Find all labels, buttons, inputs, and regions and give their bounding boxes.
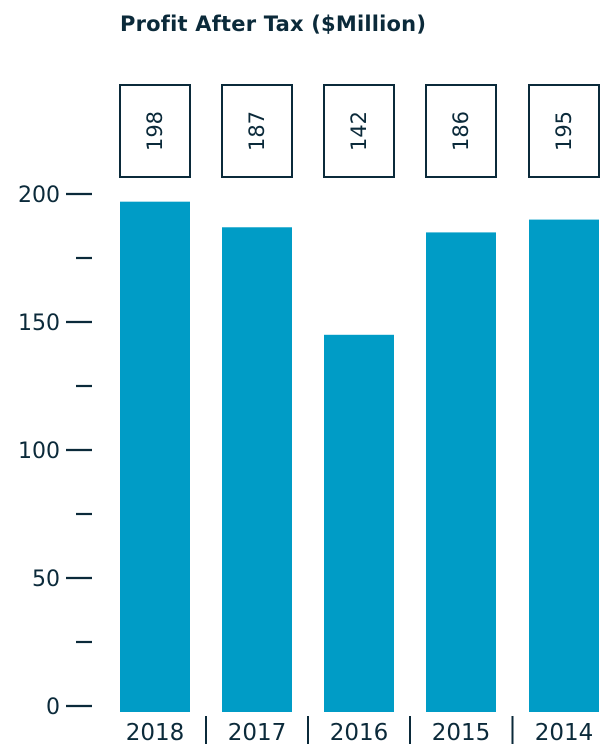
y-tick-label-150: 150	[18, 311, 60, 336]
value-box-2014	[528, 84, 600, 178]
value-label-2018: 198	[143, 111, 167, 151]
bars	[120, 201, 599, 712]
y-tick-label-50: 50	[32, 567, 60, 592]
y-tick-label-0: 0	[46, 695, 60, 720]
x-tick-label-2018: 2018	[126, 720, 185, 746]
bar-2016	[324, 334, 394, 712]
x-tick-label-2016: 2016	[330, 720, 389, 746]
value-label-2017: 187	[245, 111, 269, 151]
bar-2014	[529, 219, 599, 712]
y-axis: 0 50 100 150 200	[18, 183, 92, 720]
value-label-2015: 186	[449, 111, 473, 151]
y-tick-label-100: 100	[18, 439, 60, 464]
value-box-2018	[119, 84, 191, 178]
y-tick-label-200: 200	[18, 183, 60, 208]
x-tick-label-2017: 2017	[228, 720, 287, 746]
value-label-2014: 195	[552, 111, 576, 151]
bar-2017	[222, 227, 292, 712]
x-tick-label-2014: 2014	[535, 720, 594, 746]
value-label-2016: 142	[347, 111, 371, 151]
x-axis: 2018 2017 2016 2015 2014	[126, 716, 594, 746]
value-box-2016	[323, 84, 395, 178]
value-boxes: 198 187 142 186 195	[119, 84, 600, 178]
bar-2018	[120, 201, 190, 712]
chart-title: Profit After Tax ($Million)	[120, 12, 427, 36]
value-box-2017	[221, 84, 293, 178]
x-tick-label-2015: 2015	[432, 720, 491, 746]
bar-2015	[426, 232, 496, 712]
value-box-2015	[425, 84, 497, 178]
